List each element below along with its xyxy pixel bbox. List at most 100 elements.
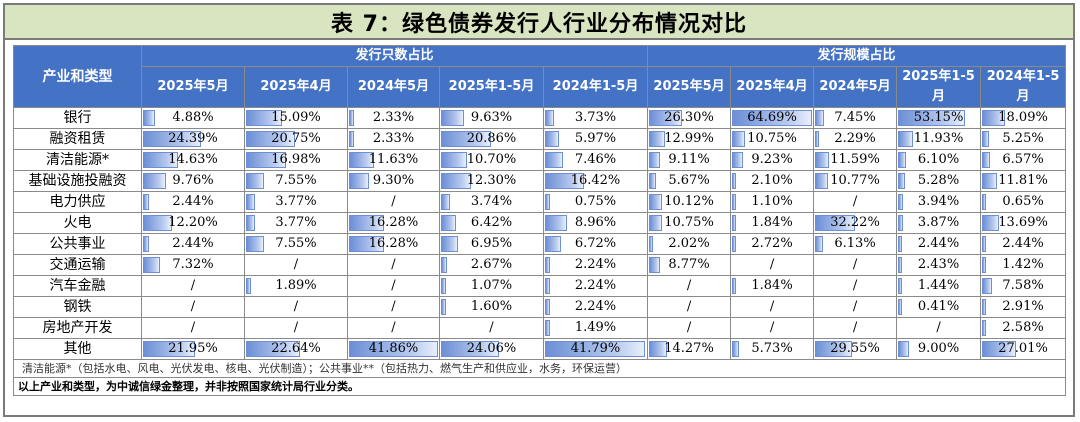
cell-value: 16.42% <box>570 173 621 188</box>
industry-distribution-table: 产业和类型 发行只数占比 发行规模占比 2025年5月 2025年4月 2024年5… <box>12 45 1067 396</box>
data-bar <box>982 278 992 294</box>
data-bar <box>545 215 567 231</box>
scale-share-cell: / <box>647 296 732 318</box>
scale-share-cell: 18.09% <box>980 107 1067 129</box>
table-row: 融资租赁 24.39% 20.75% 2.33% 20.86% 5.97% 12.99% 10… <box>13 128 1067 150</box>
table-row: 基础设施投融资 9.76% 7.55% 9.30% 12.30% 16.42% 5.67% 2… <box>13 170 1067 192</box>
cell-value: 3.74% <box>470 194 513 209</box>
data-bar <box>732 131 746 147</box>
data-bar <box>649 215 663 231</box>
cell-value: 27.01% <box>998 341 1048 356</box>
data-bar <box>732 194 737 210</box>
data-bar <box>143 131 202 147</box>
category-cell: 清洁能源* <box>13 149 142 171</box>
category-cell: 银行 <box>13 107 142 129</box>
scale-share-cell: 7.45% <box>813 107 898 129</box>
cell-value: 6.13% <box>834 236 876 251</box>
count-share-cell: 1.60% <box>439 296 544 318</box>
category-cell: 房地产开发 <box>13 317 142 339</box>
data-bar <box>898 299 903 315</box>
cell-value: 1.84% <box>751 278 793 293</box>
cell-value: 11.59% <box>830 152 880 167</box>
cell-value: 10.12% <box>664 194 714 209</box>
count-share-cell: 2.44% <box>141 191 245 213</box>
page-title: 表 7：绿色债券发行人行业分布情况对比 <box>331 11 747 37</box>
cell-value: / <box>852 194 858 209</box>
count-share-cell: 24.39% <box>141 128 245 150</box>
count-share-cell: 9.76% <box>141 170 245 192</box>
data-bar <box>246 236 264 252</box>
table-wrapper: 产业和类型 发行只数占比 发行规模占比 2025年5月 2025年4月 2024年5… <box>12 45 1067 396</box>
data-bar <box>982 215 1000 231</box>
cell-value: 6.57% <box>1002 152 1044 167</box>
table-frame: 表 7：绿色债券发行人行业分布情况对比 产业和类型 发行只数占比 发行规模占比 … <box>3 3 1075 417</box>
cell-value: 5.28% <box>917 173 960 188</box>
count-share-cell: 41.86% <box>347 338 440 360</box>
count-share-cell: 21.95% <box>141 338 245 360</box>
data-bar <box>143 110 155 126</box>
cell-value: 7.32% <box>172 257 214 272</box>
scale-period-header: 2024年1-5月 <box>980 66 1067 108</box>
data-bar <box>545 131 560 147</box>
cell-value: 7.58% <box>1002 278 1044 293</box>
scale-share-cell: 2.10% <box>730 170 815 192</box>
cell-value: 10.75% <box>664 215 714 230</box>
data-bar <box>732 278 737 294</box>
table-row: 火电 12.20% 3.77% 16.28% 6.42% 8.96% 10.75% 1.84%… <box>13 212 1067 234</box>
table-row: 清洁能源* 14.63% 16.98% 11.63% 10.70% 7.46% 9.11% 9… <box>13 149 1067 171</box>
count-share-cell: 7.55% <box>244 233 348 255</box>
scale-share-cell: 9.23% <box>730 149 815 171</box>
data-bar <box>143 341 196 357</box>
scale-share-cell: 1.44% <box>896 275 982 297</box>
data-bar <box>649 131 666 147</box>
category-cell: 基础设施投融资 <box>13 170 142 192</box>
scale-share-header: 发行规模占比 <box>647 45 1067 67</box>
cell-value: 2.44% <box>172 236 214 251</box>
scale-share-cell: / <box>813 191 898 213</box>
cell-value: 41.79% <box>570 341 621 356</box>
category-cell: 钢铁 <box>13 296 142 318</box>
cell-value: 24.39% <box>168 131 218 146</box>
data-bar <box>815 173 829 189</box>
count-share-cell: 2.24% <box>542 254 649 276</box>
scale-share-cell: 10.77% <box>813 170 898 192</box>
scale-share-cell: 2.43% <box>896 254 982 276</box>
data-bar <box>732 152 744 168</box>
scale-share-cell: 14.27% <box>647 338 732 360</box>
data-bar <box>349 341 438 357</box>
cell-value: 13.69% <box>998 215 1048 230</box>
table-row: 其他 21.95% 22.64% 41.86% 24.06% 41.79% 14.27% 5.… <box>13 338 1067 360</box>
scale-period-header: 2025年1-5月 <box>896 66 982 108</box>
count-share-cell: / <box>347 296 440 318</box>
scale-share-cell: / <box>647 275 732 297</box>
count-share-cell: 16.42% <box>542 170 649 192</box>
cell-value: 3.94% <box>917 194 960 209</box>
scale-share-cell: 29.55% <box>813 338 898 360</box>
scale-share-cell: 10.75% <box>730 128 815 150</box>
cell-value: 4.88% <box>172 110 214 125</box>
data-bar <box>982 341 1017 357</box>
data-bar <box>143 236 149 252</box>
table-body: 银行 4.88% 15.09% 2.33% 9.63% 3.73% 26.30% 64.69%… <box>13 107 1067 360</box>
scale-period-header: 2025年5月 <box>647 66 732 108</box>
category-header: 产业和类型 <box>13 45 142 108</box>
scale-share-cell: / <box>813 254 898 276</box>
count-share-cell: 8.96% <box>542 212 649 234</box>
data-bar <box>441 257 448 273</box>
data-bar <box>246 194 255 210</box>
count-share-cell: / <box>244 254 348 276</box>
cell-value: / <box>769 299 775 314</box>
cell-value: 16.28% <box>368 215 419 230</box>
data-bar <box>349 110 354 126</box>
cell-value: 10.75% <box>747 131 797 146</box>
data-bar <box>545 236 562 252</box>
data-bar <box>982 152 991 168</box>
data-bar <box>649 152 661 168</box>
cell-value: 2.58% <box>1002 320 1044 335</box>
count-period-header: 2024年1-5月 <box>542 66 649 108</box>
scale-share-cell: 6.13% <box>813 233 898 255</box>
footnote-row: 清洁能源*（包括水电、风电、光伏发电、核电、光伏制造）；公共事业**（包括热力、… <box>12 359 1067 378</box>
scale-share-cell: 11.59% <box>813 149 898 171</box>
cell-value: 2.24% <box>574 257 617 272</box>
cell-value: / <box>391 278 396 293</box>
